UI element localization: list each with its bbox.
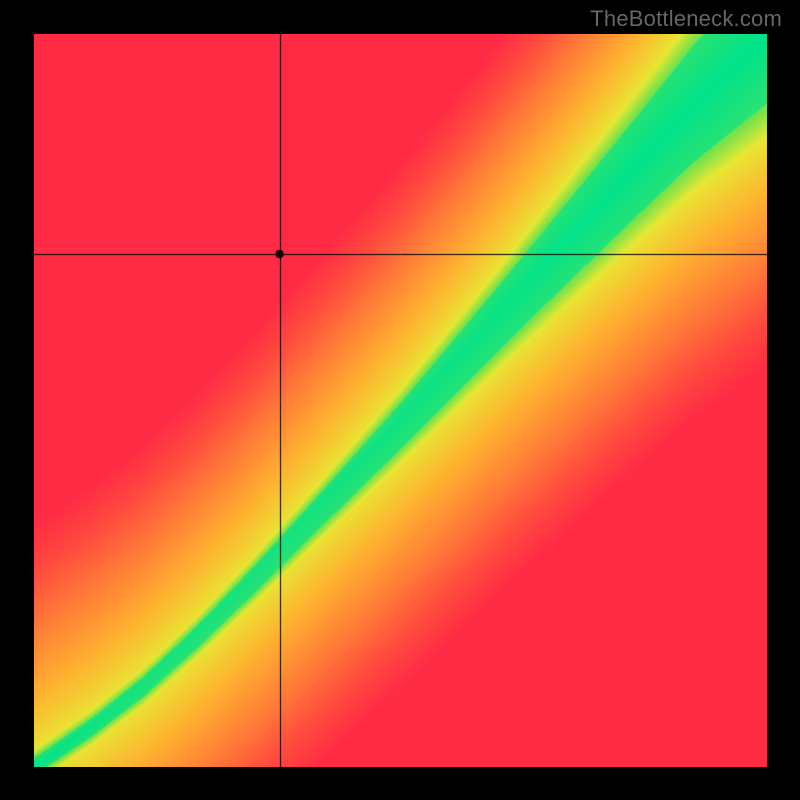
- plot-frame: [34, 34, 767, 767]
- bottleneck-heatmap: [34, 34, 767, 767]
- watermark-text: TheBottleneck.com: [590, 6, 782, 32]
- chart-container: TheBottleneck.com: [0, 0, 800, 800]
